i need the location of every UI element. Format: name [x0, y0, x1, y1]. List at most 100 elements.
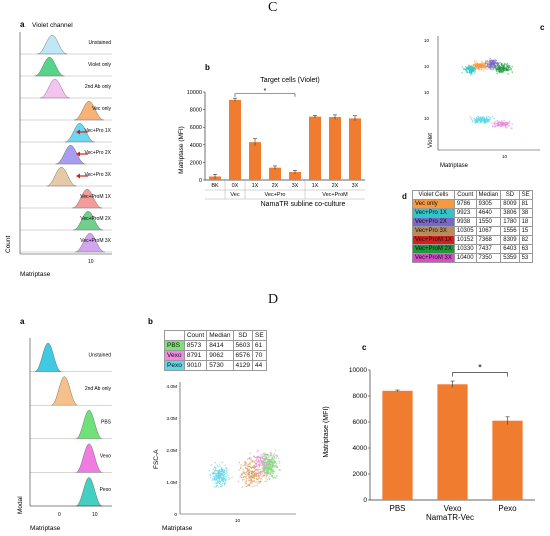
scatter-dot	[269, 466, 272, 468]
scatter-dot	[503, 122, 505, 124]
row-label-cell: PBS	[164, 340, 185, 351]
scatter-dot	[499, 62, 501, 64]
scatter-dot	[263, 454, 266, 456]
scatter-dot	[218, 463, 221, 465]
scatter-dot	[257, 470, 259, 473]
scatter-dot	[263, 466, 265, 468]
scatter-dot	[252, 467, 255, 469]
scatter-dot	[238, 469, 240, 471]
bar	[229, 99, 241, 180]
scatter-dot	[241, 476, 243, 479]
scatter-dot	[491, 126, 494, 128]
table-cell: 5730	[206, 360, 234, 371]
scatter-dot	[492, 66, 494, 68]
scatter-dot	[259, 475, 261, 477]
scatter-dot	[249, 482, 252, 484]
scatter-dot	[487, 66, 489, 68]
scatter-dot	[245, 462, 247, 465]
stats-table: Violet Cells Count Median SD SE Vec only…	[412, 190, 533, 263]
table-cell: 1550	[475, 217, 502, 227]
scatter-dot	[245, 485, 248, 488]
scatter-dot	[506, 124, 508, 127]
panel-D-c: c 0 2000 4000 6000 8000 10000 PBS Vexo Pexo * Mat…	[310, 340, 550, 536]
scatter-dot	[264, 467, 266, 469]
scatter-dot	[220, 483, 222, 486]
scatter-dot	[257, 449, 259, 452]
scatter-dot	[273, 471, 276, 473]
y-tick-label: 1.0M	[166, 480, 177, 486]
histogram-label: Pexo	[100, 487, 112, 493]
scatter-dot	[254, 463, 256, 465]
scatter-dot	[214, 480, 216, 482]
scatter-dot	[499, 69, 501, 71]
scatter-dot	[247, 464, 249, 466]
scatter-dot	[218, 480, 221, 483]
scatter-dot	[470, 117, 472, 119]
category-label: 3X	[292, 183, 299, 189]
bar	[249, 142, 261, 180]
scatter-dot	[482, 66, 484, 69]
scatter-dot	[261, 462, 264, 464]
scatter-dot	[250, 461, 252, 463]
arrow-head	[76, 173, 80, 179]
scatter-dot	[266, 474, 269, 476]
scatter-dot	[214, 475, 217, 477]
scatter-dot	[247, 469, 249, 471]
scatter-dot	[260, 457, 262, 460]
x-axis-tick: 10	[88, 259, 94, 265]
y-tick: 10	[424, 38, 430, 43]
scatter-dot	[214, 482, 216, 484]
scatter-dot	[217, 481, 220, 484]
scatter-dot	[494, 66, 496, 68]
scatter-dot	[270, 470, 272, 472]
scatter-dot	[261, 475, 263, 477]
scatter-dot	[269, 473, 272, 475]
y-tick-label: 0	[363, 497, 367, 504]
bar	[437, 384, 468, 500]
scatter-dot	[208, 470, 211, 472]
scatter-dot	[491, 63, 493, 66]
scatter-dot	[266, 480, 268, 482]
scatter-dot	[498, 66, 500, 69]
scatter-dot	[223, 469, 225, 471]
scatter-dot	[263, 473, 265, 475]
scatter-dot	[246, 471, 249, 473]
scatter-dot	[221, 477, 223, 480]
scatter-dot	[224, 482, 226, 484]
table-row: PBS 8573 8414 5603 61	[164, 340, 267, 351]
scatter-dot	[476, 62, 479, 65]
scatter-dot	[498, 64, 500, 67]
scatter-dot	[257, 476, 259, 478]
scatter-dot	[251, 476, 253, 478]
scatter-dot	[499, 68, 501, 70]
scatter-dot	[490, 68, 492, 70]
panel-letter: b	[205, 63, 210, 72]
table-cell: 6576	[232, 350, 253, 361]
scatter-dot	[475, 119, 477, 121]
scatter-dot	[510, 68, 512, 70]
scatter-dot	[498, 124, 501, 126]
y-axis-label: FSC-A	[153, 449, 160, 469]
scatter-dot	[486, 120, 489, 123]
table-cell: 8009	[500, 199, 520, 209]
scatter-dot	[272, 457, 274, 459]
scatter-dot	[267, 471, 269, 474]
scatter-dot	[266, 466, 268, 468]
scatter-dot	[225, 467, 227, 470]
x-axis-tick: 10	[92, 512, 98, 518]
scatter-dot	[253, 456, 256, 458]
scatter-dot	[250, 473, 253, 475]
histogram-label: PBS	[101, 420, 112, 426]
table-cell: 9010	[183, 360, 208, 371]
y-tick-label: 4000	[190, 143, 202, 149]
scatter-dot	[465, 69, 467, 72]
scatter-dot	[254, 466, 257, 469]
scatter-dot	[259, 462, 261, 465]
scatter-dot	[227, 474, 229, 476]
scatter-dot	[264, 480, 266, 483]
table-cell: 82	[518, 235, 533, 245]
significance-bracket	[234, 93, 296, 97]
scatter-dot	[492, 67, 494, 70]
scatter-dot	[261, 453, 264, 455]
row-label-cell: Vec+ProM 3X	[412, 253, 455, 263]
